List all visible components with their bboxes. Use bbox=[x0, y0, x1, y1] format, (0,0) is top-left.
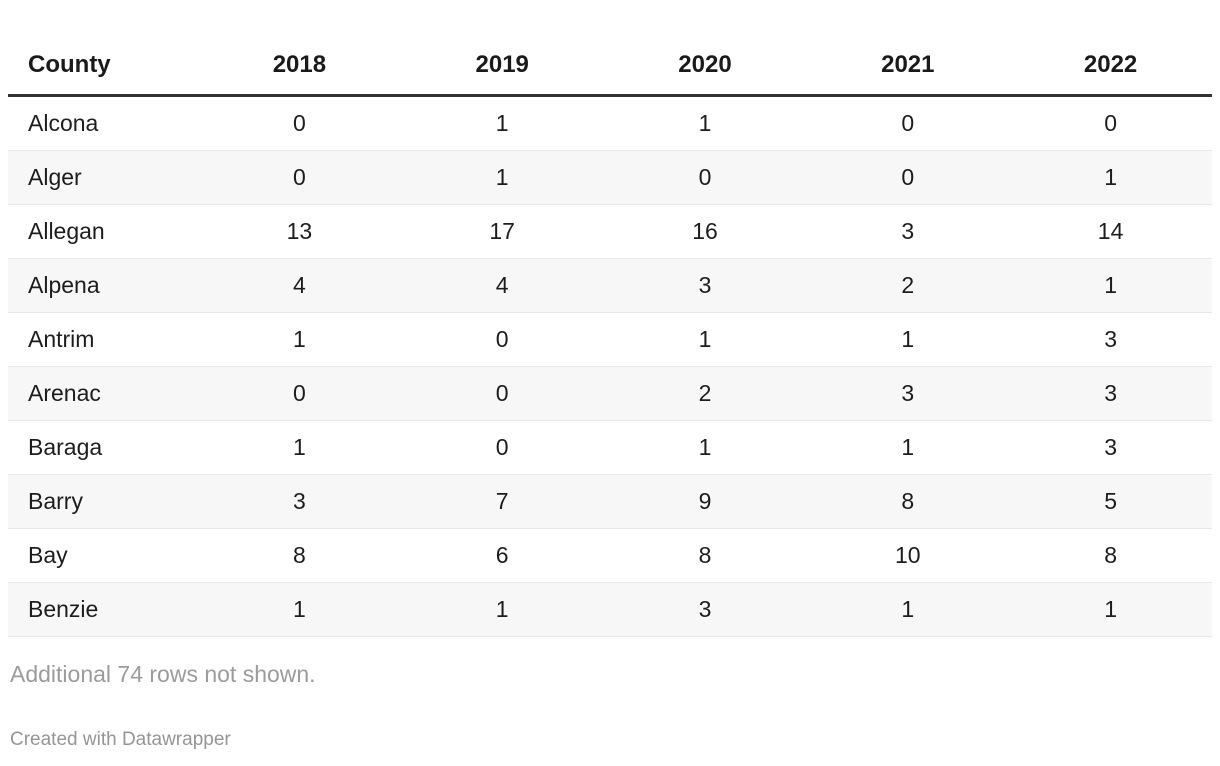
table-row: Alcona 0 1 1 0 0 bbox=[8, 95, 1212, 151]
value-cell: 2 bbox=[603, 366, 807, 421]
value-cell: 0 bbox=[806, 95, 1010, 151]
value-cell: 10 bbox=[806, 528, 1010, 583]
value-cell: 3 bbox=[603, 582, 807, 637]
value-cell: 0 bbox=[400, 366, 604, 421]
table-row: Antrim 1 0 1 1 3 bbox=[8, 312, 1212, 367]
value-cell: 14 bbox=[1009, 204, 1212, 259]
county-name-cell: Antrim bbox=[8, 312, 198, 367]
value-cell: 1 bbox=[806, 582, 1010, 637]
county-name-cell: Alpena bbox=[8, 258, 198, 313]
value-cell: 0 bbox=[400, 312, 604, 367]
value-cell: 1 bbox=[603, 312, 807, 367]
value-cell: 17 bbox=[400, 204, 604, 259]
value-cell: 0 bbox=[198, 150, 401, 205]
county-name-cell: Baraga bbox=[8, 420, 198, 475]
table-row: Arenac 0 0 2 3 3 bbox=[8, 366, 1212, 421]
value-cell: 1 bbox=[198, 420, 401, 475]
value-cell: 1 bbox=[400, 150, 604, 205]
value-cell: 0 bbox=[198, 366, 401, 421]
value-cell: 6 bbox=[400, 528, 604, 583]
column-header-year: 2021 bbox=[806, 36, 1010, 97]
value-cell: 3 bbox=[806, 204, 1010, 259]
county-name-cell: Alcona bbox=[8, 95, 198, 151]
value-cell: 3 bbox=[1009, 312, 1212, 367]
value-cell: 8 bbox=[603, 528, 807, 583]
county-name-cell: Arenac bbox=[8, 366, 198, 421]
table-row: Benzie 1 1 3 1 1 bbox=[8, 582, 1212, 637]
value-cell: 1 bbox=[1009, 582, 1212, 637]
value-cell: 1 bbox=[400, 582, 604, 637]
county-name-cell: Benzie bbox=[8, 582, 198, 637]
value-cell: 3 bbox=[198, 474, 401, 529]
rows-not-shown-note: Additional 74 rows not shown. bbox=[10, 661, 316, 687]
value-cell: 16 bbox=[603, 204, 807, 259]
value-cell: 1 bbox=[806, 420, 1010, 475]
value-cell: 13 bbox=[198, 204, 401, 259]
column-header-year: 2022 bbox=[1009, 36, 1212, 97]
table-body: Alcona 0 1 1 0 0 Alger 0 1 0 0 1 Allegan 13 17 16 3 14 Alp… bbox=[8, 95, 1212, 637]
value-cell: 0 bbox=[198, 95, 401, 151]
value-cell: 1 bbox=[603, 95, 807, 151]
column-header-year: 2018 bbox=[198, 36, 401, 97]
county-data-table: County 2018 2019 2020 2021 2022 Alcona 0 1 1 0 0 Al… bbox=[8, 36, 1212, 637]
county-name-cell: Bay bbox=[8, 528, 198, 583]
value-cell: 3 bbox=[603, 258, 807, 313]
value-cell: 8 bbox=[198, 528, 401, 583]
table-row: Bay 8 6 8 10 8 bbox=[8, 528, 1212, 583]
column-header-county: County bbox=[8, 36, 198, 97]
header-row: County 2018 2019 2020 2021 2022 bbox=[8, 36, 1212, 97]
datawrapper-attribution-link[interactable]: Created with Datawrapper bbox=[10, 729, 231, 750]
value-cell: 1 bbox=[198, 582, 401, 637]
table-row: Alpena 4 4 3 2 1 bbox=[8, 258, 1212, 313]
value-cell: 0 bbox=[1009, 95, 1212, 151]
value-cell: 8 bbox=[806, 474, 1010, 529]
value-cell: 1 bbox=[603, 420, 807, 475]
value-cell: 9 bbox=[603, 474, 807, 529]
value-cell: 0 bbox=[400, 420, 604, 475]
value-cell: 1 bbox=[198, 312, 401, 367]
value-cell: 1 bbox=[400, 95, 604, 151]
value-cell: 3 bbox=[1009, 366, 1212, 421]
value-cell: 5 bbox=[1009, 474, 1212, 529]
column-header-year: 2020 bbox=[603, 36, 807, 97]
value-cell: 3 bbox=[806, 366, 1010, 421]
value-cell: 2 bbox=[806, 258, 1010, 313]
value-cell: 3 bbox=[1009, 420, 1212, 475]
value-cell: 1 bbox=[806, 312, 1010, 367]
table-row: Baraga 1 0 1 1 3 bbox=[8, 420, 1212, 475]
county-name-cell: Barry bbox=[8, 474, 198, 529]
value-cell: 7 bbox=[400, 474, 604, 529]
column-header-year: 2019 bbox=[400, 36, 604, 97]
value-cell: 1 bbox=[1009, 258, 1212, 313]
value-cell: 0 bbox=[806, 150, 1010, 205]
value-cell: 4 bbox=[400, 258, 604, 313]
county-name-cell: Allegan bbox=[8, 204, 198, 259]
table-row: Barry 3 7 9 8 5 bbox=[8, 474, 1212, 529]
value-cell: 8 bbox=[1009, 528, 1212, 583]
table-row: Allegan 13 17 16 3 14 bbox=[8, 204, 1212, 259]
value-cell: 4 bbox=[198, 258, 401, 313]
table-row: Alger 0 1 0 0 1 bbox=[8, 150, 1212, 205]
value-cell: 0 bbox=[603, 150, 807, 205]
value-cell: 1 bbox=[1009, 150, 1212, 205]
county-name-cell: Alger bbox=[8, 150, 198, 205]
